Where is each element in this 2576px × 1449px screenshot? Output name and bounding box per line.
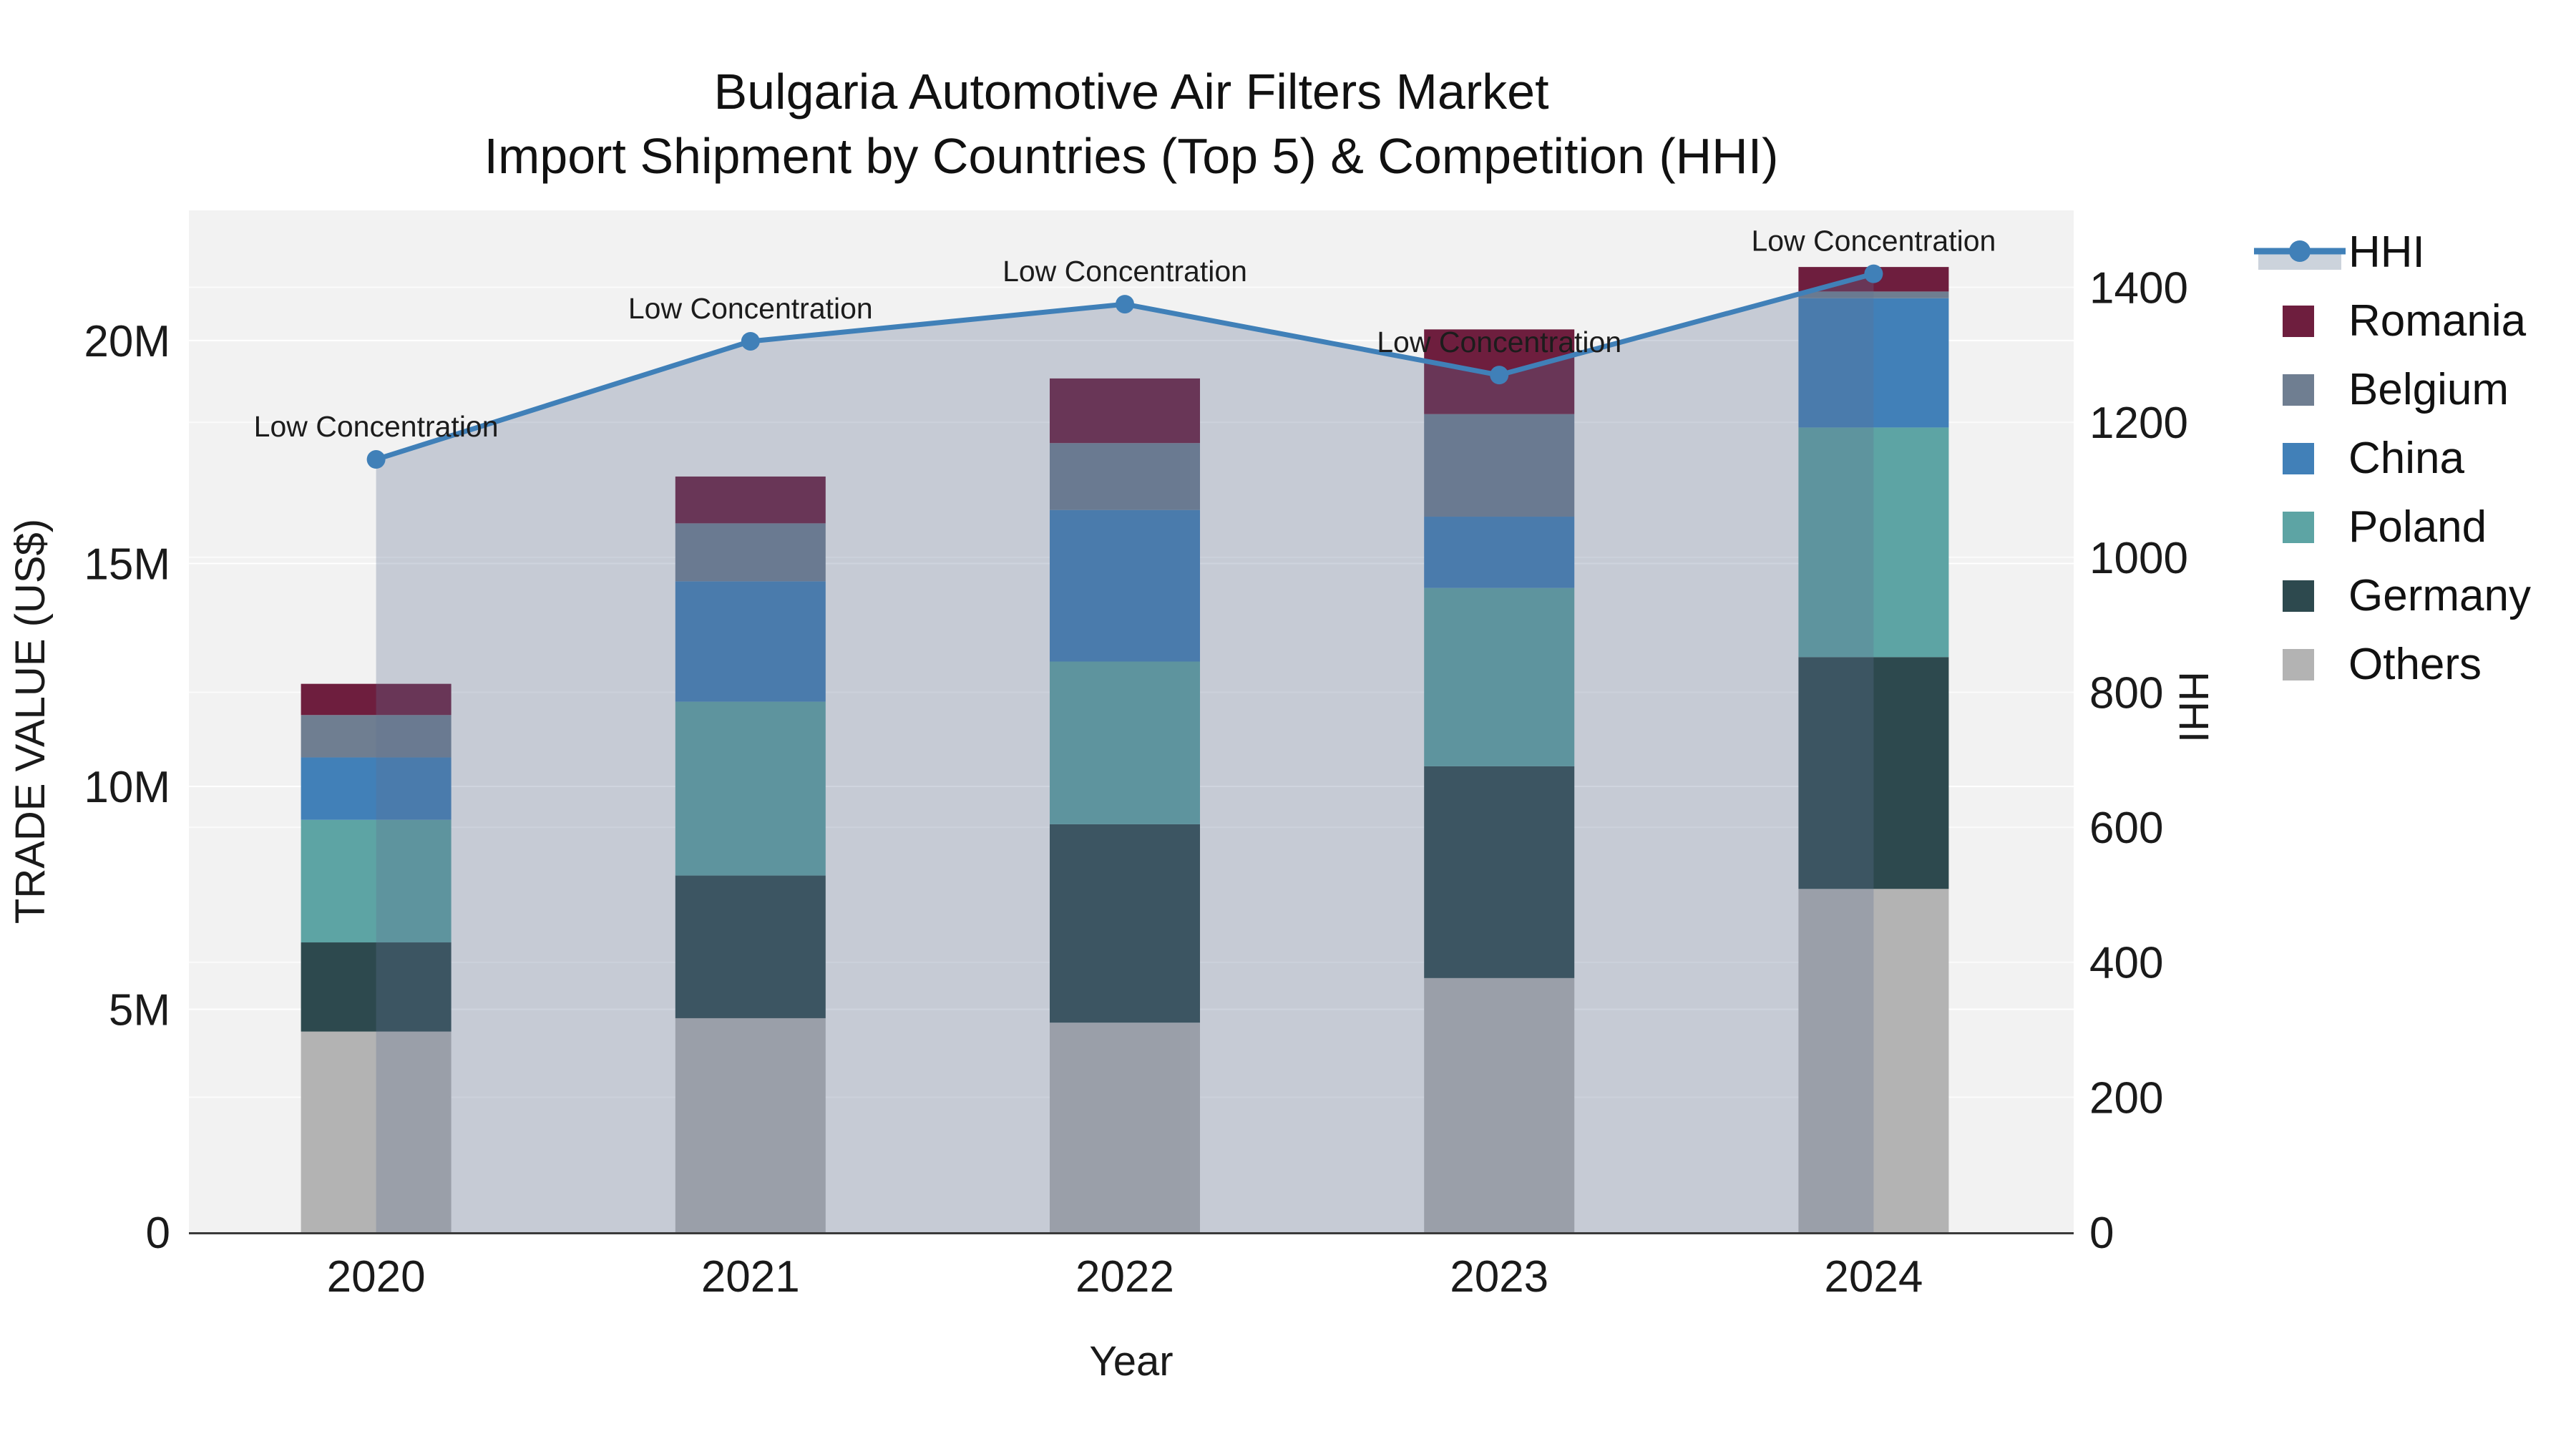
bar-segment-china-2022 [1050,509,1200,662]
hhi-marker-2023 [1490,366,1509,385]
chart-title-line2: Import Shipment by Countries (Top 5) & C… [484,128,1779,184]
plot-area: Low Concentration Low Concentration Low Co… [84,210,2188,1302]
hhi-marker-2024 [1864,264,1883,283]
y2-tick-600: 600 [2089,804,2163,853]
bar-segment-germany-2020 [301,942,452,1032]
legend-label-romania: Romania [2348,296,2527,346]
legend-label-germany: Germany [2348,571,2531,620]
annotation-2021: Low Concentration [628,292,873,325]
legend-swatch-poland [2283,512,2314,543]
bar-segment-poland-2023 [1424,587,1575,766]
y2-tick-400: 400 [2089,939,2163,988]
y2-tick-1000: 1000 [2089,534,2188,583]
y-axis-title: TRADE VALUE (US$) [7,519,54,924]
bar-segment-belgium-2024 [1798,291,1949,298]
bar-segment-belgium-2023 [1424,414,1575,517]
legend-swatch-belgium [2283,374,2314,406]
bar-segment-poland-2021 [675,701,826,876]
hhi-marker-2022 [1116,295,1134,314]
legend-hhi-marker-icon [2289,240,2311,262]
y-tick-5M: 5M [109,985,170,1035]
legend: HHI Romania Belgium China Poland Germany Other… [2254,228,2531,689]
bar-segment-germany-2024 [1798,657,1949,889]
x-tick-2024: 2024 [1824,1252,1923,1302]
legend-item-hhi[interactable]: HHI [2254,228,2425,277]
x-tick-2022: 2022 [1075,1252,1174,1302]
bar-segment-china-2024 [1798,298,1949,428]
bar-segment-others-2024 [1798,889,1949,1232]
bar-segment-others-2023 [1424,977,1575,1232]
bar-segment-others-2020 [301,1031,452,1232]
legend-label-others: Others [2348,640,2482,689]
legend-swatch-china [2283,443,2314,474]
bar-segment-poland-2024 [1798,427,1949,658]
legend-item-china[interactable]: China [2283,434,2465,483]
bar-segment-romania-2020 [301,683,452,716]
bar-segment-romania-2022 [1050,378,1200,444]
bar-segment-germany-2022 [1050,824,1200,1023]
x-axis-title: Year [1089,1338,1173,1385]
x-tick-2023: 2023 [1450,1252,1548,1302]
hhi-marker-2020 [366,450,386,469]
annotation-2020: Low Concentration [254,410,499,443]
y2-tick-1400: 1400 [2089,264,2188,313]
annotation-2023: Low Concentration [1377,326,1621,358]
y2-tick-200: 200 [2089,1073,2163,1123]
legend-item-others[interactable]: Others [2283,640,2482,689]
chart-title-line1: Bulgaria Automotive Air Filters Market [713,64,1548,119]
legend-item-romania[interactable]: Romania [2283,296,2527,346]
legend-item-germany[interactable]: Germany [2283,571,2531,620]
bar-segment-china-2021 [675,581,826,702]
legend-swatch-others [2283,649,2314,680]
y2-tick-800: 800 [2089,668,2163,718]
y2-tick-1200: 1200 [2089,399,2188,448]
y-tick-10M: 10M [84,763,170,812]
legend-swatch-germany [2283,580,2314,612]
bar-segment-germany-2021 [675,875,826,1018]
hhi-marker-2021 [741,331,760,351]
bar-segment-belgium-2022 [1050,443,1200,510]
y-tick-20M: 20M [84,317,170,366]
bar-segment-romania-2021 [675,476,826,524]
x-tick-2021: 2021 [701,1252,800,1302]
bar-segment-others-2021 [675,1018,826,1232]
legend-label-china: China [2348,434,2465,483]
annotation-2022: Low Concentration [1002,255,1247,288]
legend-item-belgium[interactable]: Belgium [2283,365,2509,414]
legend-label-poland: Poland [2348,502,2487,552]
bar-segment-poland-2022 [1050,661,1200,824]
bar-segment-china-2020 [301,757,452,820]
y-tick-15M: 15M [84,540,170,589]
legend-item-poland[interactable]: Poland [2283,502,2487,552]
y2-tick-0: 0 [2089,1209,2114,1258]
bar-segment-belgium-2021 [675,523,826,582]
bar-segment-china-2023 [1424,517,1575,588]
legend-label-hhi: HHI [2348,228,2425,277]
bar-segment-poland-2020 [301,819,452,943]
bar-segment-germany-2023 [1424,766,1575,978]
legend-label-belgium: Belgium [2348,365,2509,414]
bar-segment-others-2022 [1050,1023,1200,1232]
annotation-2024: Low Concentration [1751,225,1996,258]
y-tick-0: 0 [146,1209,170,1258]
y2-axis-title: HHI [2170,671,2217,743]
hhi-area-fill [376,273,1874,1232]
legend-swatch-romania [2283,306,2314,337]
x-tick-2020: 2020 [327,1252,426,1302]
bar-segment-belgium-2020 [301,715,452,758]
